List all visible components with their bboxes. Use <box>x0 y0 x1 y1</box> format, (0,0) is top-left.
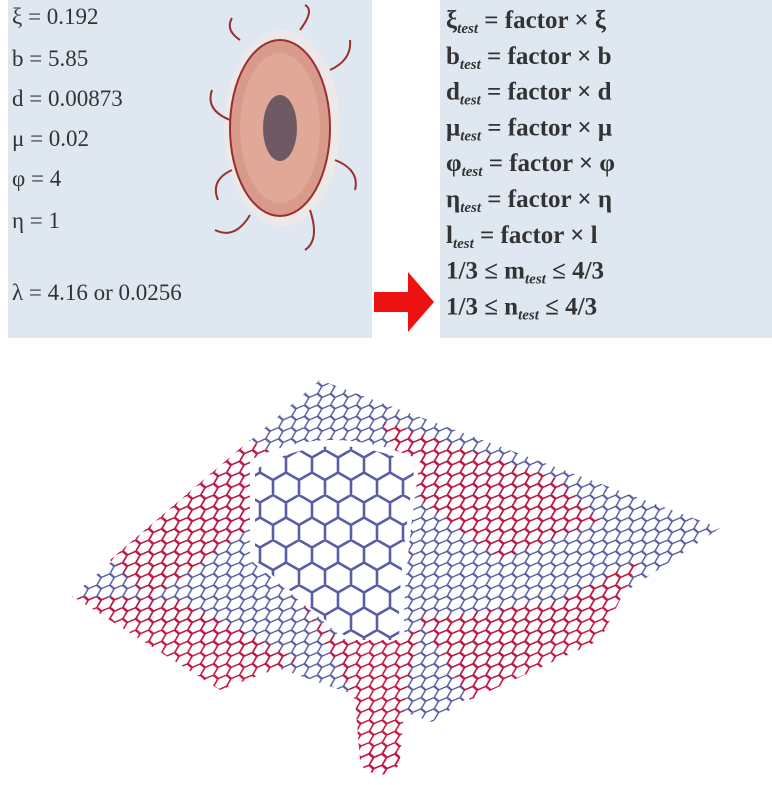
parameter: μ = 0.02 <box>12 126 89 151</box>
rule-subscript: test <box>460 200 482 216</box>
rule-lhs: η <box>446 186 460 213</box>
rule-lhs: d <box>446 79 460 106</box>
parameter: ξ = 0.192 <box>12 4 98 29</box>
rule-lhs: φ <box>446 150 462 177</box>
graphene-mesh <box>72 380 720 775</box>
rule-rhs: = factor × φ <box>482 150 614 177</box>
rule-rhs: = factor × η <box>481 186 612 213</box>
parameter: λ = 4.16 or 0.0256 <box>12 280 182 305</box>
rule-lhs: l <box>446 222 453 249</box>
rule-subscript: test <box>453 236 475 252</box>
rule-lhs: 1/3 ≤ n <box>446 293 518 320</box>
parameter-panel: ξ = 0.192 b = 5.85 d = 0.00873 μ = 0.02 … <box>8 0 372 338</box>
rule-subscript: test <box>518 307 540 323</box>
parameter: η = 1 <box>12 208 60 233</box>
rule-rhs: = factor × d <box>481 79 612 106</box>
rule-subscript: test <box>460 57 482 73</box>
rule-lhs: 1/3 ≤ m <box>446 258 525 285</box>
rule-rhs: ≤ 4/3 <box>546 258 604 285</box>
rule-subscript: test <box>460 93 482 109</box>
rule-subscript: test <box>525 272 547 288</box>
parameter: d = 0.00873 <box>12 86 123 111</box>
figure: ξ = 0.192 b = 5.85 d = 0.00873 μ = 0.02 … <box>0 0 772 785</box>
rule-subscript: test <box>457 21 479 37</box>
rule-rhs: = factor × l <box>474 222 598 249</box>
rule-subscript: test <box>460 128 482 144</box>
rule-rhs: ≤ 4/3 <box>539 293 597 320</box>
rule-lhs: b <box>446 43 460 70</box>
arrow <box>374 272 434 332</box>
rule-lhs: μ <box>446 114 460 141</box>
rule-rhs: = factor × ξ <box>478 7 607 34</box>
parameter: b = 5.85 <box>12 46 88 71</box>
rule-rhs: = factor × b <box>481 43 612 70</box>
parameter: φ = 4 <box>12 166 62 191</box>
rule-subscript: test <box>462 164 484 180</box>
rule-rhs: = factor × μ <box>481 114 612 141</box>
